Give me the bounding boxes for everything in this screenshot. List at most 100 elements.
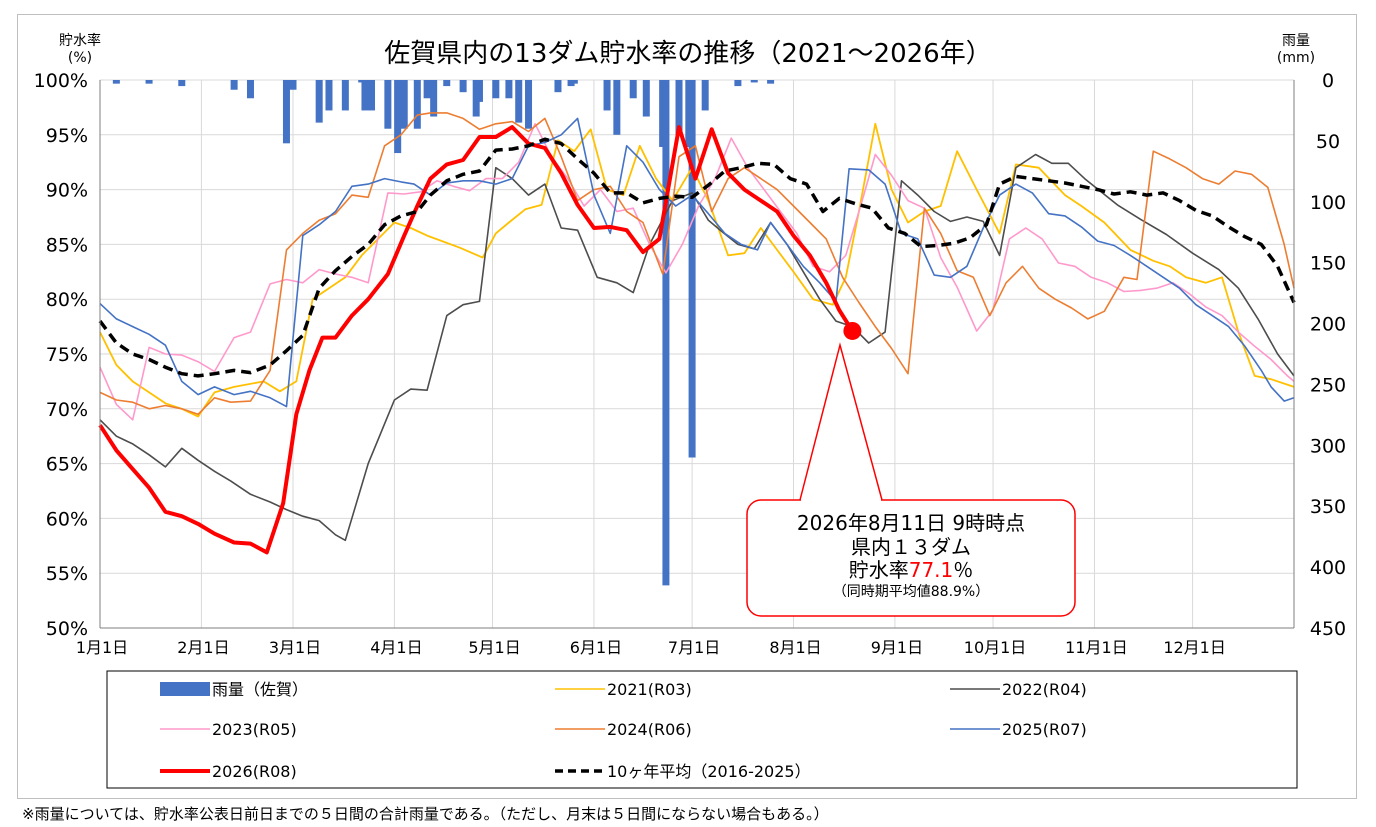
y-left-ticks: 100% 95% 90% 85% 80% 75% 70% 65% 60% 55% 50% [34,70,88,640]
legend-item: 2023(R05) [160,720,297,739]
y-right-tick: 50 [1316,131,1340,153]
y-right-tick: 350 [1310,496,1346,518]
rain-bar [341,80,349,111]
rain-bars [112,80,775,586]
annotation-rate: 貯水率77.1％ [849,558,974,582]
rain-bar [515,80,523,123]
y-left-tick: 70% [46,399,88,421]
legend-label: 2025(R07) [1002,720,1087,739]
y-right-label-1: 雨量 [1282,33,1310,49]
y-right-tick: 400 [1310,557,1346,579]
footnote: ※雨量については、貯水率公表日前日までの５日間の合計雨量である。（ただし、月末は… [22,805,829,823]
chart-frame [17,14,1357,799]
rain-bar [662,80,670,586]
rain-bar [315,80,323,123]
legend-label: 雨量（佐賀） [212,680,308,699]
rain-bar [492,80,500,99]
rain-bar [178,80,186,87]
series-line-2026-R08- [98,125,855,555]
grid [99,79,1294,629]
current-marker [843,321,862,340]
rain-bar [361,80,369,111]
x-tick: 5月1日 [468,638,520,657]
rain-bar [112,80,120,84]
y-left-tick: 75% [46,344,88,366]
chart-title: 佐賀県内の13ダム貯水率の推移（2021～2026年） [384,39,991,69]
annotation-pointer [799,342,883,501]
rain-bar [246,80,254,99]
rain-bar [430,80,438,117]
rain-bar [613,80,621,135]
legend-swatch [160,682,210,696]
series-line-2024-R06- [99,112,1295,416]
rain-bar [688,80,696,458]
legend-item: 2025(R07) [950,720,1087,739]
series-line-10-2016-2025- [98,137,1296,378]
rain-bar [423,80,431,99]
legend: 雨量（佐賀） 2021(R03) 2022(R04) 2023(R05) 2024(R0… [160,680,1087,781]
y-left-tick: 80% [46,289,88,311]
x-tick: 3月1日 [269,638,321,657]
y-right-tick: 300 [1310,435,1346,457]
legend-label: 2024(R06) [607,720,692,739]
x-tick: 7月1日 [668,638,720,657]
y-left-tick: 95% [46,125,88,147]
legend-box [106,670,1298,789]
annotation-date: 2026年8月11日 9時時点 [797,511,1025,535]
axes [99,80,1295,629]
rain-bar [413,80,421,129]
legend-item: 2021(R03) [555,680,692,699]
rain-bar [675,80,683,135]
y-left-tick: 55% [46,563,88,585]
x-tick: 4月1日 [370,638,422,657]
rain-bar [368,80,376,111]
x-tick: 1月1日 [76,638,128,657]
legend-label: 2021(R03) [607,680,692,699]
x-tick: 2月1日 [177,638,229,657]
x-tick: 12月1日 [1163,638,1226,657]
y-right-tick: 150 [1310,253,1346,275]
rain-bar [701,80,709,111]
rain-bar [603,80,611,111]
legend-label: 10ヶ年平均（2016-2025） [607,762,811,781]
rain-bar [443,80,451,87]
rain-bar [394,80,402,154]
y-right-tick: 250 [1310,374,1346,396]
x-tick: 11月1日 [1065,638,1128,657]
current-point [843,321,862,340]
x-tick: 9月1日 [871,638,923,657]
series-line-2022-R04- [99,153,1295,542]
rain-bar [400,80,408,129]
x-tick: 8月1日 [769,638,821,657]
y-left-label-2: (%) [68,50,92,66]
series-line-2021-R03- [99,122,1295,418]
rain-bar [282,80,290,144]
rain-bar [570,80,578,84]
legend-label: 2022(R04) [1002,680,1087,699]
rain-bar [734,80,742,87]
legend-item: 2022(R04) [950,680,1087,699]
reservoir-chart: 佐賀県内の13ダム貯水率の推移（2021～2026年） 貯水率 (%) 雨量 (… [34,32,1346,789]
y-right-tick: 100 [1310,192,1346,214]
rain-bar [525,80,533,129]
rain-bar [325,80,333,111]
rain-bar [642,80,650,117]
y-right-tick: 450 [1310,618,1346,640]
y-left-tick: 85% [46,234,88,256]
y-left-label-1: 貯水率 [59,32,101,49]
annotation-dams: 県内１３ダム [851,535,971,559]
y-right-tick: 200 [1310,314,1346,336]
rain-bar [767,80,775,84]
legend-item: 2026(R08) [160,762,297,781]
x-tick: 10月1日 [964,638,1027,657]
rain-bar [629,80,637,99]
y-left-tick: 65% [46,454,88,476]
rain-bar [289,80,297,90]
y-left-tick: 60% [46,508,88,530]
rain-bar [475,80,483,102]
legend-item: 2024(R06) [555,720,692,739]
y-right-tick: 0 [1322,70,1334,92]
y-left-tick: 90% [46,180,88,202]
rain-bar [505,80,513,99]
annotation-box [746,499,1076,617]
